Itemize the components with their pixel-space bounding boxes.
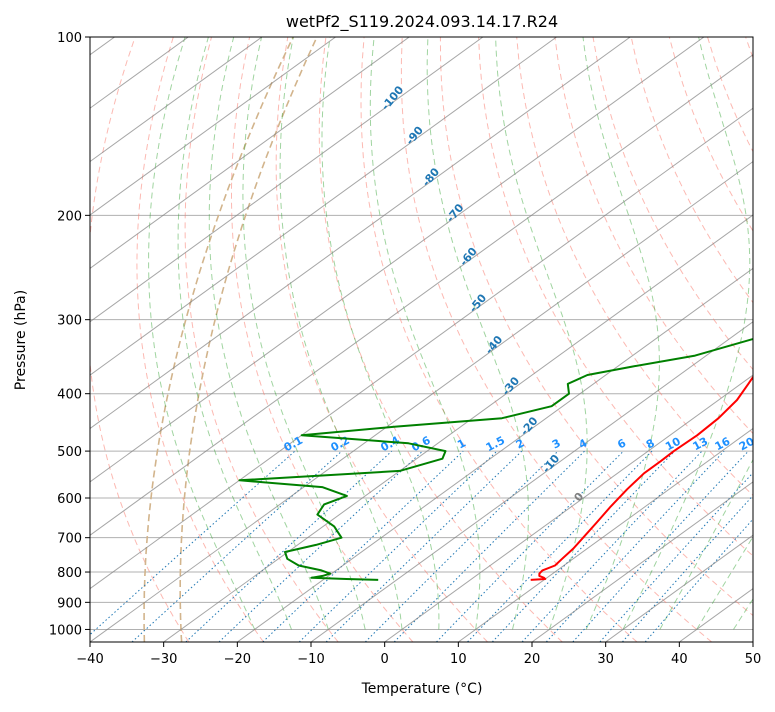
y-tick-label: 600: [57, 492, 82, 507]
y-tick-label: 1000: [49, 623, 82, 638]
x-tick-label: 30: [597, 652, 614, 667]
x-tick-label: 10: [450, 652, 467, 667]
chart-title: wetPf2_S119.2024.093.14.17.R24: [286, 12, 558, 32]
y-tick-label: 100: [57, 31, 82, 46]
x-tick-label: −20: [224, 652, 251, 667]
y-tick-label: 500: [57, 445, 82, 460]
y-tick-label: 400: [57, 388, 82, 403]
y-tick-label: 200: [57, 209, 82, 224]
x-tick-label: 0: [381, 652, 389, 667]
y-tick-label: 900: [57, 596, 82, 611]
x-tick-label: −30: [150, 652, 177, 667]
x-tick-label: −10: [297, 652, 324, 667]
x-tick-label: 40: [671, 652, 688, 667]
x-tick-label: 20: [524, 652, 541, 667]
y-tick-label: 700: [57, 532, 82, 547]
x-tick-label: 50: [745, 652, 762, 667]
y-axis-label: Pressure (hPa): [13, 290, 29, 390]
y-tick-label: 800: [57, 566, 82, 581]
y-tick-label: 300: [57, 314, 82, 329]
x-axis-label: Temperature (°C): [361, 681, 483, 697]
x-tick-label: −40: [76, 652, 103, 667]
